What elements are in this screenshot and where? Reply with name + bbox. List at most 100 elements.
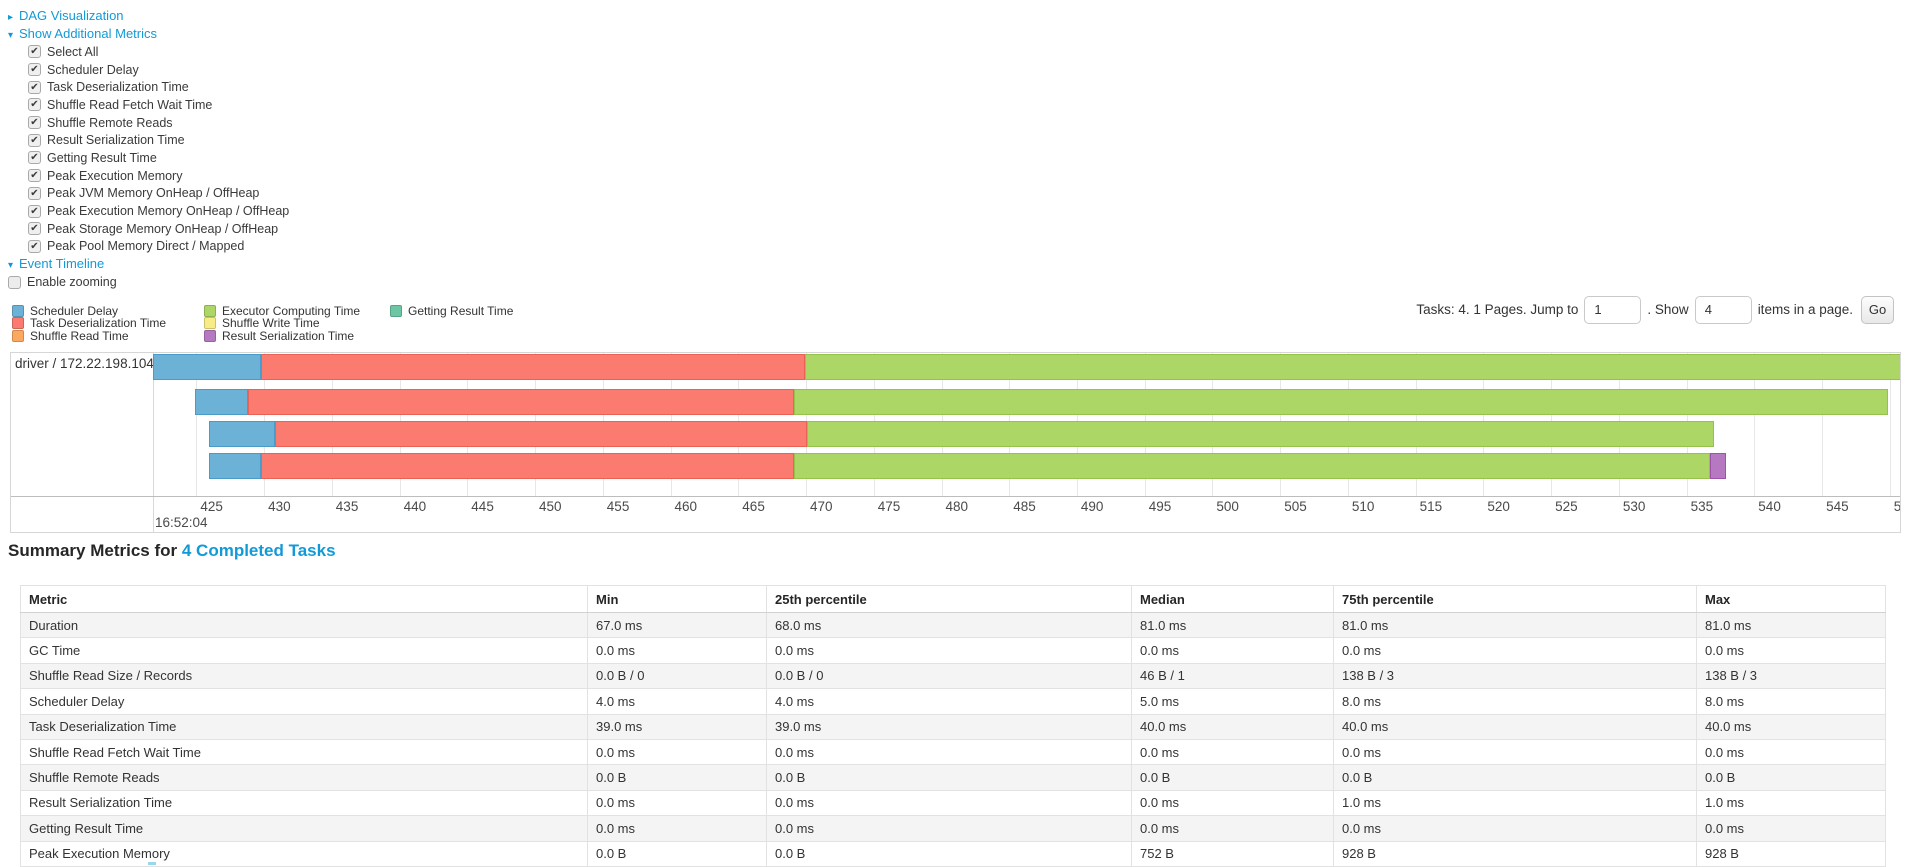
dag-visualization-toggle[interactable]: ▸ DAG Visualization	[8, 7, 289, 25]
metric-name-cell: Shuffle Read Fetch Wait Time	[20, 738, 588, 766]
enable-zooming-row[interactable]: Enable zooming	[8, 273, 289, 291]
metric-value-cell: 0.0 B	[587, 840, 767, 867]
metric-value-cell: 40.0 ms	[1696, 713, 1886, 740]
enable-zooming-checkbox[interactable]	[8, 275, 21, 289]
task-2-task-deserialization-segment[interactable]	[247, 389, 794, 415]
metric-value-cell: 0.0 B	[766, 840, 1132, 867]
table-row-shuffle-read-fetch-wait-time: Shuffle Read Fetch Wait Time 0.0 ms 0.0 ms…	[20, 738, 1886, 766]
tick-label-520: 520	[1487, 499, 1510, 514]
metric-row-task-deserialization-time[interactable]: ✔ Task Deserialization Time	[28, 78, 289, 96]
metric-value-cell: 81.0 ms	[1333, 611, 1697, 639]
metric-row-select-all[interactable]: ✔ Select All	[28, 43, 289, 61]
metric-row-result-serialization-time[interactable]: ✔ Result Serialization Time	[28, 131, 289, 149]
dag-visualization-link[interactable]: DAG Visualization	[19, 8, 124, 23]
tick-label-460: 460	[674, 499, 698, 514]
legend-swatch-icon	[12, 330, 24, 343]
metric-row-peak-jvm-memory-onheap-offheap[interactable]: ✔ Peak JVM Memory OnHeap / OffHeap	[28, 185, 289, 203]
checkbox-scheduler-delay[interactable]: ✔	[28, 63, 41, 77]
metric-value-cell: 46 B / 1	[1131, 662, 1334, 690]
checkbox-label: Select All	[47, 44, 99, 59]
task-4-scheduler-delay-segment[interactable]	[208, 453, 262, 479]
summary-metrics-heading: Summary Metrics for 4 Completed Tasks	[8, 541, 336, 561]
checkbox-label: Peak Pool Memory Direct / Mapped	[47, 239, 245, 254]
checkbox-select-all[interactable]: ✔	[28, 45, 41, 59]
metric-value-cell: 81.0 ms	[1131, 611, 1334, 639]
metric-name-cell: Task Deserialization Time	[20, 713, 588, 740]
event-timeline-toggle[interactable]: ▾ Event Timeline	[8, 255, 289, 273]
metric-value-cell: 4.0 ms	[587, 688, 767, 715]
go-button[interactable]: Go	[1861, 295, 1894, 324]
checkbox-getting-result-time[interactable]: ✔	[28, 151, 41, 165]
checkbox-peak-storage-memory-onheap-offheap[interactable]: ✔	[28, 222, 41, 236]
additional-metrics-toggle[interactable]: ▾ Show Additional Metrics	[8, 25, 289, 43]
tick-label-540: 540	[1758, 499, 1781, 514]
legend-item-scheduler-delay: Scheduler Delay	[12, 304, 118, 318]
checkbox-shuffle-read-fetch-wait-time[interactable]: ✔	[28, 98, 41, 112]
metric-value-cell: 0.0 ms	[1131, 637, 1334, 664]
tick-label-530: 530	[1622, 499, 1646, 514]
legend-item-result-serialization-time: Result Serialization Time	[204, 329, 354, 343]
metric-row-peak-execution-memory[interactable]: ✔ Peak Execution Memory	[28, 167, 289, 185]
summary-table-header-row: Metric Min 25th percentile Median 75th perce…	[20, 585, 1886, 613]
pagination-middle: . Show	[1647, 302, 1689, 317]
metric-row-peak-storage-memory-onheap-offheap[interactable]: ✔ Peak Storage Memory OnHeap / OffHeap	[28, 220, 289, 238]
table-row-getting-result-time: Getting Result Time 0.0 ms 0.0 ms 0.0 ms 0.0…	[20, 815, 1886, 842]
tick-label-550: 550	[1893, 499, 1901, 514]
metric-value-cell: 0.0 B	[587, 764, 767, 791]
task-3-executor-computing-segment[interactable]	[807, 421, 1714, 447]
task-2-executor-computing-segment[interactable]	[793, 389, 1889, 415]
jump-to-page-input[interactable]	[1584, 295, 1642, 324]
event-timeline-chart: driver / 172.22.198.104 425 430 435 440 445 4…	[10, 352, 1901, 533]
metric-value-cell: 0.0 ms	[1333, 815, 1697, 842]
additional-metrics-link[interactable]: Show Additional Metrics	[19, 26, 158, 41]
metric-row-scheduler-delay[interactable]: ✔ Scheduler Delay	[28, 61, 289, 79]
task-1-executor-computing-segment[interactable]	[804, 354, 1900, 380]
metric-row-peak-execution-memory-onheap-offheap[interactable]: ✔ Peak Execution Memory OnHeap / OffHeap	[28, 202, 289, 220]
tick-label-545: 545	[1826, 499, 1849, 514]
column-header-25th-percentile: 25th percentile	[766, 585, 1132, 613]
task-4-task-deserialization-segment[interactable]	[261, 453, 794, 479]
checkbox-peak-jvm-memory-onheap-offheap[interactable]: ✔	[28, 186, 41, 200]
metric-row-shuffle-remote-reads[interactable]: ✔ Shuffle Remote Reads	[28, 114, 289, 132]
metric-value-cell: 0.0 B	[766, 764, 1132, 791]
task-1-task-deserialization-segment[interactable]	[261, 354, 805, 380]
legend-item-getting-result-time: Getting Result Time	[390, 304, 513, 318]
metric-value-cell: 0.0 ms	[1131, 815, 1334, 842]
event-timeline-link[interactable]: Event Timeline	[19, 256, 105, 272]
stage-controls: ▸ DAG Visualization ▾ Show Additional Metr…	[8, 7, 289, 291]
checkbox-peak-pool-memory-direct-mapped[interactable]: ✔	[28, 239, 41, 253]
metric-value-cell: 1.0 ms	[1696, 789, 1886, 817]
legend-swatch-icon	[12, 317, 24, 330]
metric-value-cell: 39.0 ms	[766, 713, 1132, 740]
metric-value-cell: 752 B	[1131, 840, 1334, 867]
completed-tasks-link[interactable]: 4 Completed Tasks	[181, 541, 336, 560]
metric-value-cell: 8.0 ms	[1696, 688, 1886, 715]
timeline-legend: Scheduler Delay Task Deserialization Time…	[0, 304, 560, 346]
task-4-executor-computing-segment[interactable]	[793, 453, 1710, 479]
checkbox-result-serialization-time[interactable]: ✔	[28, 133, 41, 147]
checkbox-peak-execution-memory-onheap-offheap[interactable]: ✔	[28, 204, 41, 218]
enable-zooming-label: Enable zooming	[27, 275, 117, 290]
checkbox-label: Peak JVM Memory OnHeap / OffHeap	[47, 186, 260, 201]
metric-row-getting-result-time[interactable]: ✔ Getting Result Time	[28, 149, 289, 167]
task-3-task-deserialization-segment[interactable]	[274, 421, 808, 447]
metric-value-cell: 0.0 ms	[1696, 637, 1886, 664]
metric-row-shuffle-read-fetch-wait-time[interactable]: ✔ Shuffle Read Fetch Wait Time	[28, 96, 289, 114]
checkbox-label: Task Deserialization Time	[47, 80, 189, 95]
task-3-scheduler-delay-segment[interactable]	[208, 421, 275, 447]
metric-name-cell: Result Serialization Time	[20, 789, 588, 817]
task-1-scheduler-delay-segment[interactable]	[153, 354, 262, 380]
task-4-result-serialization-segment[interactable]	[1709, 453, 1726, 479]
metric-row-peak-pool-memory-direct-mapped[interactable]: ✔ Peak Pool Memory Direct / Mapped	[28, 238, 289, 256]
checkbox-peak-execution-memory[interactable]: ✔	[28, 169, 41, 183]
tick-label-490: 490	[1080, 499, 1104, 514]
table-row-result-serialization-time: Result Serialization Time 0.0 ms 0.0 ms 0.0…	[20, 789, 1886, 817]
checkbox-task-deserialization-time[interactable]: ✔	[28, 80, 41, 94]
metric-value-cell: 0.0 ms	[1696, 738, 1886, 766]
items-per-page-input[interactable]	[1694, 295, 1752, 324]
task-2-scheduler-delay-segment[interactable]	[195, 389, 248, 415]
metric-value-cell: 138 B / 3	[1333, 662, 1697, 690]
checkbox-shuffle-remote-reads[interactable]: ✔	[28, 116, 41, 130]
metric-value-cell: 0.0 ms	[766, 815, 1132, 842]
metric-value-cell: 67.0 ms	[587, 611, 767, 639]
